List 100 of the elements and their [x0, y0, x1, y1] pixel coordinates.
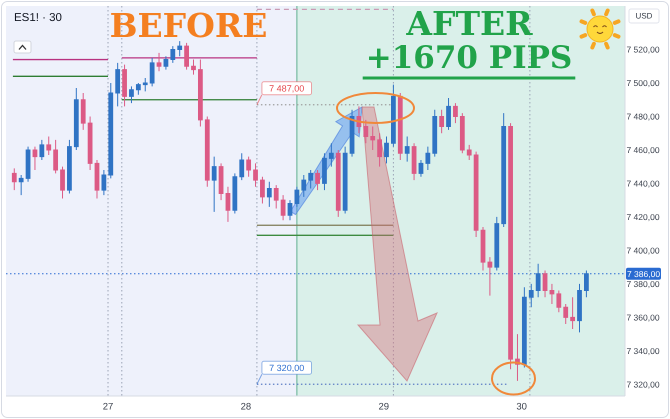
annotation: AFTER [405, 4, 534, 43]
candlestick [550, 283, 554, 304]
x-tick-label: 30 [516, 402, 527, 412]
candlestick [294, 186, 300, 208]
candlestick [53, 139, 58, 174]
candlestick [218, 162, 224, 201]
x-tick-label: 29 [378, 402, 390, 412]
candlestick [170, 46, 176, 64]
candlestick [88, 116, 92, 171]
candlestick [115, 62, 120, 107]
candlestick [315, 170, 320, 191]
candlestick [308, 170, 314, 189]
candlestick [466, 144, 472, 160]
y-tick-label: 7 500,00 [626, 78, 660, 88]
candlestick [12, 168, 17, 191]
candlestick [198, 59, 203, 128]
candlestick [260, 176, 265, 204]
candlestick [184, 42, 189, 70]
candlestick [142, 77, 148, 92]
candlestick [60, 166, 65, 199]
candlestick [46, 136, 52, 156]
annotation: 7 487,00 [269, 83, 304, 94]
candlestick [122, 64, 127, 107]
candlestick [288, 200, 292, 221]
candlestick [26, 146, 30, 182]
candlestick [136, 82, 141, 96]
candlestick [488, 256, 492, 296]
y-tick-label: 7 440,00 [626, 178, 660, 188]
candlestick [412, 142, 416, 181]
candlestick [328, 142, 334, 168]
y-tick-label: 7 340,00 [626, 346, 660, 356]
candlestick [342, 146, 348, 214]
candlestick [522, 286, 527, 368]
candlestick [280, 194, 286, 221]
candlestick [164, 56, 168, 70]
candlestick [67, 139, 72, 194]
candlestick [150, 57, 155, 87]
candlestick [494, 216, 500, 271]
y-axis-title: USD [636, 12, 653, 20]
candlestick [439, 109, 444, 134]
candlestick [542, 270, 548, 298]
annotation: 7 320,00 [269, 362, 304, 373]
candlestick [453, 102, 458, 124]
y-tick-label: 7 380,00 [626, 278, 660, 289]
candlestick [226, 186, 230, 222]
candlestick [418, 159, 424, 178]
text: ES1! · 30 [14, 12, 62, 24]
candlestick [577, 283, 582, 333]
candlestick [74, 88, 79, 150]
candlestick [80, 92, 86, 130]
candlestick [204, 116, 210, 188]
annotation: +1670 PIPS [366, 40, 572, 76]
candlestick [404, 136, 410, 162]
candlestick [536, 263, 541, 298]
candlestick [246, 156, 252, 178]
candlestick [322, 152, 327, 191]
candlestick [432, 109, 438, 158]
candlestick [425, 146, 430, 171]
candlestick [266, 181, 272, 208]
y-tick-label: 7 420,00 [626, 212, 660, 222]
candlestick [274, 184, 279, 210]
candlestick [18, 174, 24, 196]
candlestick [32, 146, 38, 171]
candlestick [232, 172, 238, 214]
y-tick-label: 7 480,00 [626, 111, 660, 122]
candlestick [212, 156, 217, 212]
candlestick [446, 98, 451, 130]
y-tick-label: 7 360,00 [626, 312, 660, 322]
x-tick-label: 28 [240, 402, 252, 412]
candlestick [94, 159, 100, 199]
annotation: BEFORE [110, 6, 268, 45]
candlestick [177, 40, 182, 57]
candlestick [39, 139, 44, 160]
candlestick [253, 162, 258, 188]
candlestick [101, 170, 106, 196]
candlestick [108, 82, 114, 179]
candlestick [501, 112, 506, 228]
candlestick [528, 283, 534, 308]
candlestick [350, 109, 354, 158]
candlestick [474, 151, 479, 238]
candlestick [584, 270, 589, 298]
candlestick [508, 122, 513, 370]
y-tick-label: 7 400,00 [626, 245, 660, 256]
candlestick [556, 290, 562, 313]
candlestick [390, 84, 396, 148]
candlestick [563, 303, 568, 325]
y-tick-label: 7 520,00 [626, 44, 660, 55]
candlestick [570, 296, 576, 330]
y-tick-label: 7 460,00 [626, 144, 660, 155]
candlestick [377, 132, 382, 168]
candlestick [398, 92, 403, 160]
candlestick [336, 149, 341, 218]
x-tick-label: 27 [102, 402, 114, 412]
candlestick [239, 152, 244, 181]
candlestick [370, 126, 376, 150]
candlestick [384, 136, 389, 164]
y-tick-label: 7 320,00 [626, 379, 660, 390]
candlestick [480, 226, 486, 271]
candlestick [460, 112, 465, 154]
candlestick [156, 52, 162, 72]
